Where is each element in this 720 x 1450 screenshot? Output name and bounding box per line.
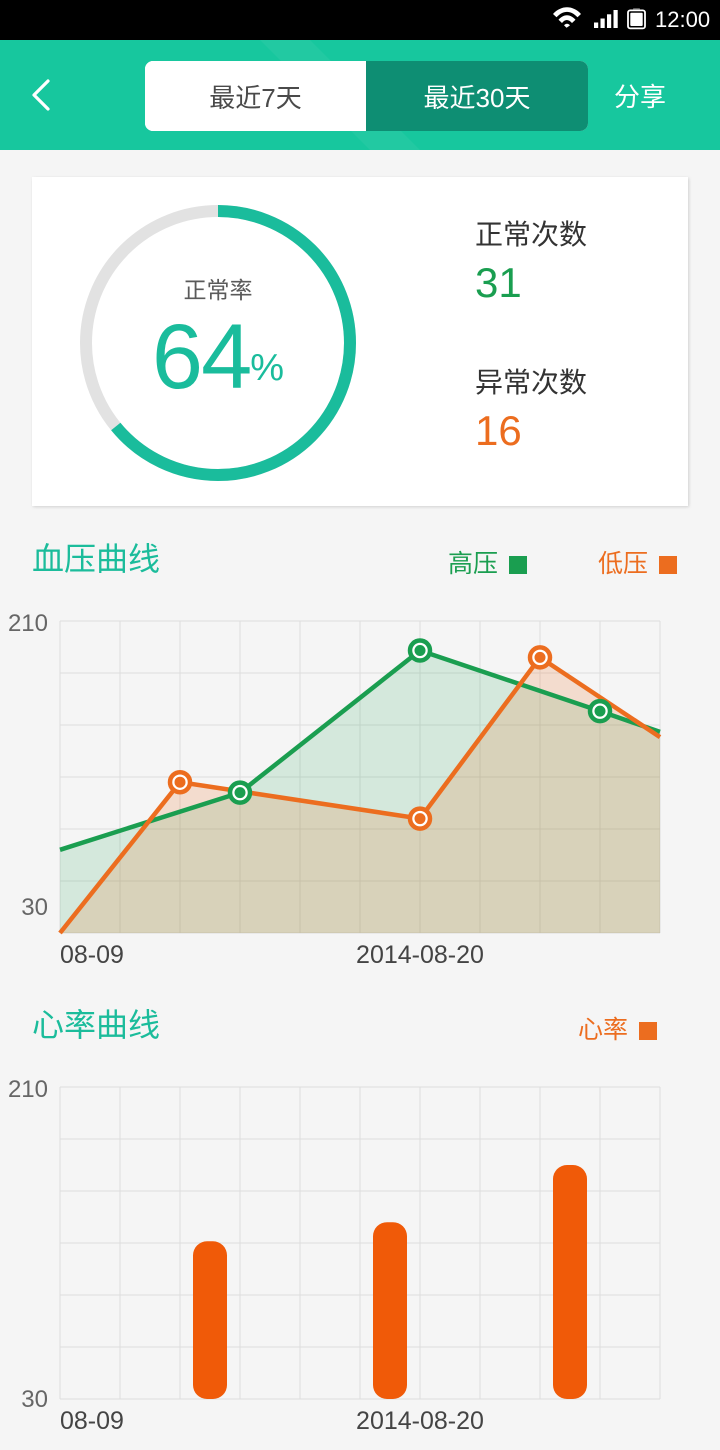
svg-text:210: 210 [8, 1076, 48, 1103]
svg-text:12:00: 12:00 [655, 7, 710, 32]
svg-text:2014-08-20: 2014-08-20 [356, 941, 484, 966]
svg-text:30: 30 [21, 894, 48, 921]
svg-text:08-09: 08-09 [60, 941, 124, 966]
svg-text:210: 210 [8, 610, 48, 637]
svg-text:08-09: 08-09 [60, 1407, 124, 1432]
svg-text:30: 30 [21, 1386, 48, 1413]
svg-text:2014-08-20: 2014-08-20 [356, 1407, 484, 1432]
